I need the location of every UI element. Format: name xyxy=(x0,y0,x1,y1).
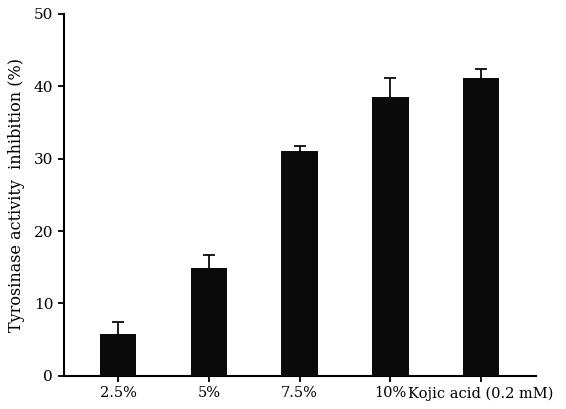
Bar xyxy=(463,78,499,376)
Bar xyxy=(372,97,409,376)
Bar xyxy=(281,151,318,376)
Y-axis label: Tyrosinase activity  inhibition (%): Tyrosinase activity inhibition (%) xyxy=(8,58,25,332)
Bar xyxy=(100,334,136,376)
Bar xyxy=(191,268,227,376)
